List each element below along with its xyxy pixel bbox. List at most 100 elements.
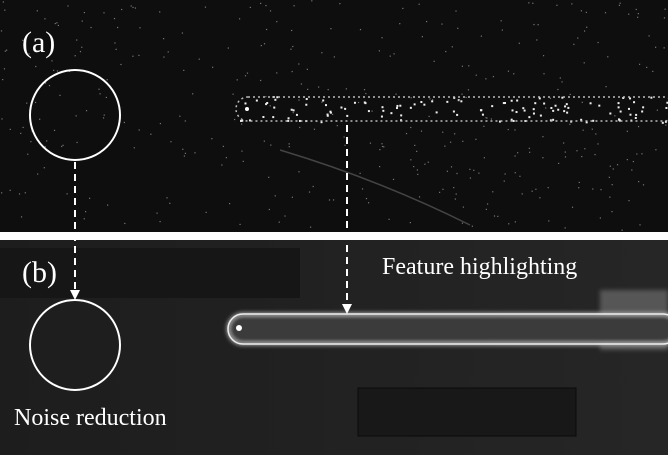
speckle (431, 100, 433, 102)
speckle (247, 73, 248, 74)
speckle (638, 181, 639, 182)
speckle (522, 193, 523, 194)
speckle (163, 56, 164, 57)
speckle (330, 28, 331, 29)
speckle (266, 102, 268, 104)
speckle (360, 173, 361, 174)
speckle (62, 145, 63, 146)
speckle (577, 37, 578, 38)
speckle (330, 112, 332, 114)
speckle (514, 155, 515, 156)
speckle (346, 88, 347, 89)
speckle (631, 169, 632, 170)
speckle (445, 51, 446, 52)
speckle (67, 5, 68, 6)
speckle (393, 179, 394, 180)
speckle (502, 29, 503, 30)
speckle (381, 106, 383, 108)
speckle (51, 60, 52, 61)
speckle (325, 104, 327, 106)
speckle (30, 141, 31, 142)
speckle (569, 124, 570, 125)
speckle (639, 224, 640, 225)
speckle (422, 36, 423, 37)
speckle (237, 79, 238, 80)
speckle (628, 200, 629, 201)
speckle (19, 193, 20, 194)
speckle (266, 29, 267, 30)
speckle (614, 115, 615, 116)
speckle (619, 5, 620, 6)
speckle (169, 203, 170, 204)
speckle (46, 140, 47, 141)
speckle (260, 3, 261, 4)
panel-background (0, 0, 668, 232)
speckle (484, 157, 485, 158)
speckle (573, 44, 574, 45)
speckle (221, 164, 222, 165)
speckle (613, 168, 614, 169)
speckle (456, 193, 457, 194)
speckle (159, 221, 160, 222)
speckle (416, 151, 417, 152)
speckle (447, 171, 448, 172)
speckle (81, 47, 82, 48)
speckle (592, 129, 593, 130)
speckle (565, 151, 566, 152)
speckle (358, 102, 359, 103)
speckle (289, 143, 290, 144)
speckle (132, 56, 133, 57)
speckle (1, 30, 2, 31)
speckle (504, 102, 506, 104)
speckle (600, 189, 601, 190)
speckle (6, 50, 7, 51)
speckle (53, 70, 54, 71)
speckle (542, 157, 543, 158)
speckle (444, 146, 445, 147)
speckle (565, 227, 566, 228)
speckle (239, 224, 240, 225)
speckle (328, 89, 329, 90)
speckle (514, 129, 515, 130)
speckle (566, 112, 568, 114)
speckle (583, 130, 584, 131)
speckle (417, 169, 418, 170)
speckle (293, 109, 295, 111)
speckle (434, 61, 435, 62)
speckle (515, 172, 516, 173)
speckle (106, 97, 107, 98)
speckle (268, 177, 269, 178)
speckle (244, 102, 246, 104)
speckle (58, 25, 59, 26)
speckle (402, 8, 403, 9)
speckle (454, 133, 455, 134)
speckle (455, 198, 456, 199)
speckle (98, 89, 99, 90)
speckle (379, 149, 380, 150)
speckle (664, 17, 665, 18)
speckle (548, 220, 549, 221)
speckle (542, 136, 543, 137)
speckle (139, 129, 140, 130)
panel-label: (b) (22, 256, 57, 289)
speckle (635, 117, 637, 119)
speckle (497, 216, 498, 217)
speckle (329, 199, 330, 200)
speckle (410, 222, 411, 223)
speckle (492, 191, 493, 192)
speckle (156, 213, 157, 214)
speckle (296, 114, 298, 116)
speckle (389, 219, 390, 220)
speckle (419, 196, 420, 197)
speckle (262, 116, 264, 118)
speckle (321, 52, 322, 53)
speckle (66, 193, 67, 194)
speckle (501, 20, 502, 21)
speckle (545, 107, 546, 108)
speckle (636, 153, 637, 154)
speckle (516, 111, 518, 113)
speckle (570, 94, 571, 95)
speckle (665, 124, 666, 125)
speckle (150, 134, 151, 135)
speckle (90, 27, 91, 28)
